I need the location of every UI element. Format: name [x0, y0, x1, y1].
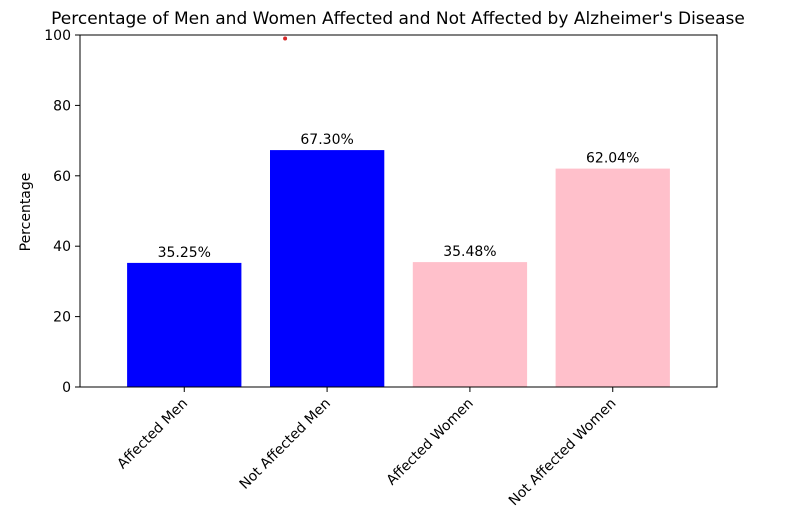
x-tick-label-3: Not Affected Women	[506, 396, 620, 510]
data-label-3: 62.04%	[586, 151, 639, 167]
data-label-0: 35.25%	[158, 245, 211, 261]
y-axis-label: Percentage	[18, 173, 34, 252]
x-tick-label-2: Affected Women	[384, 396, 477, 489]
overlay-group	[283, 36, 288, 41]
bar-1	[270, 150, 385, 387]
y-tick-label-4: 80	[53, 98, 71, 114]
bars-group	[127, 150, 670, 387]
y-tick-label-0: 0	[62, 380, 71, 396]
data-label-1: 67.30%	[300, 132, 353, 148]
outlier-marker	[283, 36, 288, 41]
y-axis: 0 20 40 60 80 100	[44, 28, 80, 396]
y-tick-label-2: 40	[53, 239, 71, 255]
bar-0	[127, 262, 242, 387]
bar-2	[412, 262, 528, 387]
data-labels-group: 35.25% 67.30% 35.48% 62.04%	[158, 132, 640, 261]
y-tick-label-1: 20	[53, 310, 71, 326]
x-axis: Affected Men Not Affected Men Affected Wom…	[114, 387, 620, 510]
y-tick-label-3: 60	[53, 169, 71, 185]
x-tick-label-0: Affected Men	[114, 396, 191, 473]
bar-3	[555, 168, 670, 387]
plot-frame	[79, 34, 718, 388]
data-label-2: 35.48%	[443, 244, 496, 260]
chart-title: Percentage of Men and Women Affected and…	[51, 9, 745, 29]
x-tick-label-1: Not Affected Men	[237, 396, 334, 493]
y-tick-label-5: 100	[44, 28, 71, 44]
